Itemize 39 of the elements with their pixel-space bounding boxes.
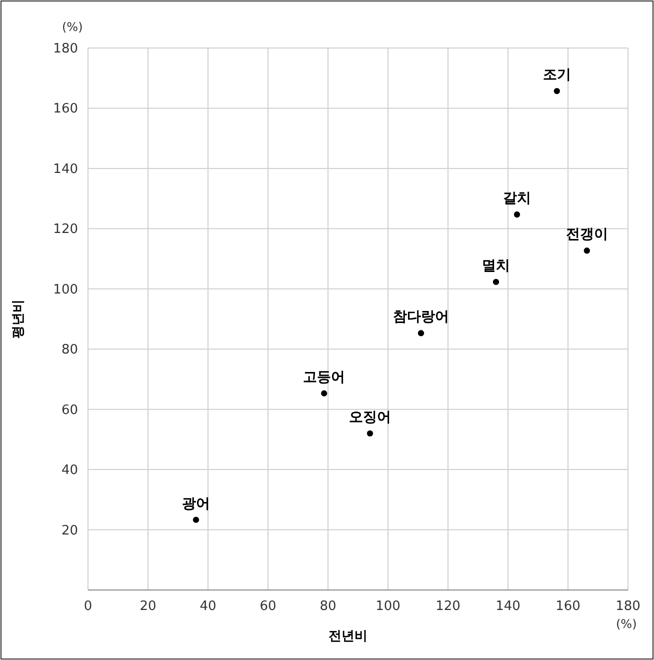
- x-tick-label: 60: [260, 599, 276, 614]
- x-tick-label: 100: [376, 599, 400, 614]
- x-axis-title: 전년비: [328, 629, 368, 644]
- point: [192, 516, 200, 523]
- x-tick-label: 20: [140, 599, 156, 614]
- y-tick-label: 180: [53, 42, 78, 56]
- annotation: 오징어: [349, 409, 391, 426]
- annotation: 전갱이: [566, 226, 608, 243]
- x-tick-label: 160: [556, 599, 580, 614]
- annotation: 갈치: [503, 190, 531, 207]
- y-tick-label: 40: [61, 463, 78, 478]
- point: [492, 278, 500, 286]
- annotation: 참다랑어: [393, 309, 449, 326]
- annotation: 멸치: [482, 258, 510, 274]
- point: [514, 211, 520, 218]
- point: [584, 248, 590, 254]
- point: [366, 430, 374, 437]
- y-tick-label: 140: [53, 162, 78, 177]
- x-tick-label: 180: [616, 599, 640, 614]
- annotation: 광어: [182, 496, 210, 512]
- annotation: 고등어: [303, 369, 346, 386]
- point: [418, 330, 424, 336]
- text: (%): [62, 20, 83, 34]
- y-tick-label: 100: [53, 282, 78, 298]
- x-tick-label: 0: [84, 599, 92, 614]
- y-tick-label: 120: [53, 222, 78, 238]
- x-tick-label: 80: [320, 599, 336, 614]
- point: [321, 390, 328, 396]
- y-tick-label: 60: [61, 402, 78, 418]
- x-tick-label: 40: [200, 599, 216, 614]
- text: (%): [616, 617, 637, 631]
- x-tick-label: 120: [436, 599, 460, 614]
- y-tick-label: 80: [61, 342, 78, 358]
- y-axis-title: 평년비: [11, 300, 26, 338]
- y-tick-label: 160: [53, 102, 78, 117]
- y-tick-label: 20: [61, 523, 78, 538]
- x-tick-label: 140: [496, 599, 520, 614]
- annotation: 조기: [542, 67, 571, 84]
- point: [554, 88, 560, 94]
